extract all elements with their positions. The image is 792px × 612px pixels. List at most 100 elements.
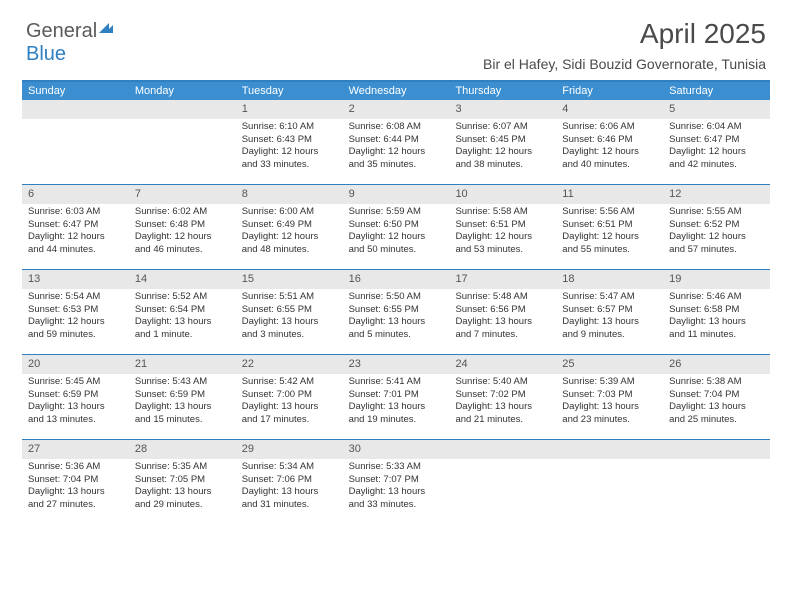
daylight-text: Daylight: 12 hours and 35 minutes. xyxy=(349,146,444,172)
sunrise-text: Sunrise: 5:39 AM xyxy=(562,376,657,389)
calendar-day: 28Sunrise: 5:35 AMSunset: 7:05 PMDayligh… xyxy=(129,440,236,524)
sunset-text: Sunset: 7:01 PM xyxy=(349,389,444,402)
day-number: 14 xyxy=(129,270,236,289)
day-body: Sunrise: 5:55 AMSunset: 6:52 PMDaylight:… xyxy=(663,204,770,261)
day-number: 10 xyxy=(449,185,556,204)
sunset-text: Sunset: 6:48 PM xyxy=(135,219,230,232)
sunrise-text: Sunrise: 5:43 AM xyxy=(135,376,230,389)
weekday-header: Friday xyxy=(556,82,663,100)
day-number: 7 xyxy=(129,185,236,204)
calendar-day xyxy=(129,100,236,184)
day-number xyxy=(22,100,129,119)
daylight-text: Daylight: 12 hours and 46 minutes. xyxy=(135,231,230,257)
calendar-day: 14Sunrise: 5:52 AMSunset: 6:54 PMDayligh… xyxy=(129,270,236,354)
day-body: Sunrise: 5:40 AMSunset: 7:02 PMDaylight:… xyxy=(449,374,556,431)
sunset-text: Sunset: 6:47 PM xyxy=(28,219,123,232)
daylight-text: Daylight: 13 hours and 11 minutes. xyxy=(669,316,764,342)
sunset-text: Sunset: 6:51 PM xyxy=(455,219,550,232)
daylight-text: Daylight: 12 hours and 38 minutes. xyxy=(455,146,550,172)
sunset-text: Sunset: 6:55 PM xyxy=(242,304,337,317)
sunrise-text: Sunrise: 6:07 AM xyxy=(455,121,550,134)
sunrise-text: Sunrise: 6:10 AM xyxy=(242,121,337,134)
calendar-day: 12Sunrise: 5:55 AMSunset: 6:52 PMDayligh… xyxy=(663,185,770,269)
day-body: Sunrise: 5:59 AMSunset: 6:50 PMDaylight:… xyxy=(343,204,450,261)
sunset-text: Sunset: 6:58 PM xyxy=(669,304,764,317)
sunrise-text: Sunrise: 5:50 AM xyxy=(349,291,444,304)
brand-logo: General Blue xyxy=(26,20,113,66)
day-number xyxy=(556,440,663,459)
day-number: 17 xyxy=(449,270,556,289)
page-title: April 2025 xyxy=(640,18,766,50)
sunset-text: Sunset: 7:04 PM xyxy=(669,389,764,402)
calendar-day: 10Sunrise: 5:58 AMSunset: 6:51 PMDayligh… xyxy=(449,185,556,269)
day-body: Sunrise: 5:36 AMSunset: 7:04 PMDaylight:… xyxy=(22,459,129,516)
sunrise-text: Sunrise: 5:42 AM xyxy=(242,376,337,389)
sunset-text: Sunset: 6:54 PM xyxy=(135,304,230,317)
sunset-text: Sunset: 6:51 PM xyxy=(562,219,657,232)
daylight-text: Daylight: 12 hours and 42 minutes. xyxy=(669,146,764,172)
day-body: Sunrise: 5:35 AMSunset: 7:05 PMDaylight:… xyxy=(129,459,236,516)
day-number xyxy=(129,100,236,119)
calendar-day: 18Sunrise: 5:47 AMSunset: 6:57 PMDayligh… xyxy=(556,270,663,354)
daylight-text: Daylight: 12 hours and 57 minutes. xyxy=(669,231,764,257)
calendar-day: 13Sunrise: 5:54 AMSunset: 6:53 PMDayligh… xyxy=(22,270,129,354)
calendar-day: 8Sunrise: 6:00 AMSunset: 6:49 PMDaylight… xyxy=(236,185,343,269)
calendar-day: 6Sunrise: 6:03 AMSunset: 6:47 PMDaylight… xyxy=(22,185,129,269)
day-number: 21 xyxy=(129,355,236,374)
sunrise-text: Sunrise: 5:55 AM xyxy=(669,206,764,219)
calendar-week: 13Sunrise: 5:54 AMSunset: 6:53 PMDayligh… xyxy=(22,269,770,354)
calendar-day: 25Sunrise: 5:39 AMSunset: 7:03 PMDayligh… xyxy=(556,355,663,439)
sunset-text: Sunset: 7:05 PM xyxy=(135,474,230,487)
calendar-day: 30Sunrise: 5:33 AMSunset: 7:07 PMDayligh… xyxy=(343,440,450,524)
calendar-day: 24Sunrise: 5:40 AMSunset: 7:02 PMDayligh… xyxy=(449,355,556,439)
day-body: Sunrise: 5:54 AMSunset: 6:53 PMDaylight:… xyxy=(22,289,129,346)
weekday-header: Saturday xyxy=(663,82,770,100)
sunset-text: Sunset: 6:57 PM xyxy=(562,304,657,317)
day-number: 28 xyxy=(129,440,236,459)
day-body: Sunrise: 5:33 AMSunset: 7:07 PMDaylight:… xyxy=(343,459,450,516)
day-body: Sunrise: 5:46 AMSunset: 6:58 PMDaylight:… xyxy=(663,289,770,346)
daylight-text: Daylight: 13 hours and 15 minutes. xyxy=(135,401,230,427)
daylight-text: Daylight: 12 hours and 50 minutes. xyxy=(349,231,444,257)
location-subtitle: Bir el Hafey, Sidi Bouzid Governorate, T… xyxy=(483,56,766,72)
calendar-day: 15Sunrise: 5:51 AMSunset: 6:55 PMDayligh… xyxy=(236,270,343,354)
sunrise-text: Sunrise: 6:03 AM xyxy=(28,206,123,219)
sunset-text: Sunset: 6:46 PM xyxy=(562,134,657,147)
daylight-text: Daylight: 13 hours and 21 minutes. xyxy=(455,401,550,427)
day-number: 18 xyxy=(556,270,663,289)
day-number: 20 xyxy=(22,355,129,374)
day-body: Sunrise: 5:39 AMSunset: 7:03 PMDaylight:… xyxy=(556,374,663,431)
calendar-day: 11Sunrise: 5:56 AMSunset: 6:51 PMDayligh… xyxy=(556,185,663,269)
calendar-day: 1Sunrise: 6:10 AMSunset: 6:43 PMDaylight… xyxy=(236,100,343,184)
calendar-day: 7Sunrise: 6:02 AMSunset: 6:48 PMDaylight… xyxy=(129,185,236,269)
day-number: 25 xyxy=(556,355,663,374)
day-number: 2 xyxy=(343,100,450,119)
sunrise-text: Sunrise: 5:36 AM xyxy=(28,461,123,474)
weekday-header: Thursday xyxy=(449,82,556,100)
sunset-text: Sunset: 7:02 PM xyxy=(455,389,550,402)
sunrise-text: Sunrise: 5:58 AM xyxy=(455,206,550,219)
calendar-day xyxy=(663,440,770,524)
daylight-text: Daylight: 12 hours and 48 minutes. xyxy=(242,231,337,257)
calendar-day: 29Sunrise: 5:34 AMSunset: 7:06 PMDayligh… xyxy=(236,440,343,524)
sunset-text: Sunset: 6:56 PM xyxy=(455,304,550,317)
day-number: 11 xyxy=(556,185,663,204)
calendar-week: 27Sunrise: 5:36 AMSunset: 7:04 PMDayligh… xyxy=(22,439,770,524)
day-number: 26 xyxy=(663,355,770,374)
sunrise-text: Sunrise: 5:33 AM xyxy=(349,461,444,474)
daylight-text: Daylight: 13 hours and 9 minutes. xyxy=(562,316,657,342)
sunset-text: Sunset: 6:47 PM xyxy=(669,134,764,147)
sunrise-text: Sunrise: 5:45 AM xyxy=(28,376,123,389)
day-number: 24 xyxy=(449,355,556,374)
calendar-day xyxy=(556,440,663,524)
day-number xyxy=(449,440,556,459)
calendar-day: 21 Sunrise: 5:43 AMSunset: 6:59 PMDayligh… xyxy=(129,355,236,439)
sunset-text: Sunset: 6:59 PM xyxy=(135,389,230,402)
day-body: Sunrise: 6:00 AMSunset: 6:49 PMDaylight:… xyxy=(236,204,343,261)
daylight-text: Daylight: 13 hours and 29 minutes. xyxy=(135,486,230,512)
sunrise-text: Sunrise: 5:54 AM xyxy=(28,291,123,304)
daylight-text: Daylight: 13 hours and 33 minutes. xyxy=(349,486,444,512)
day-number: 29 xyxy=(236,440,343,459)
brand-part2: Blue xyxy=(26,43,66,65)
weekday-header: Sunday xyxy=(22,82,129,100)
